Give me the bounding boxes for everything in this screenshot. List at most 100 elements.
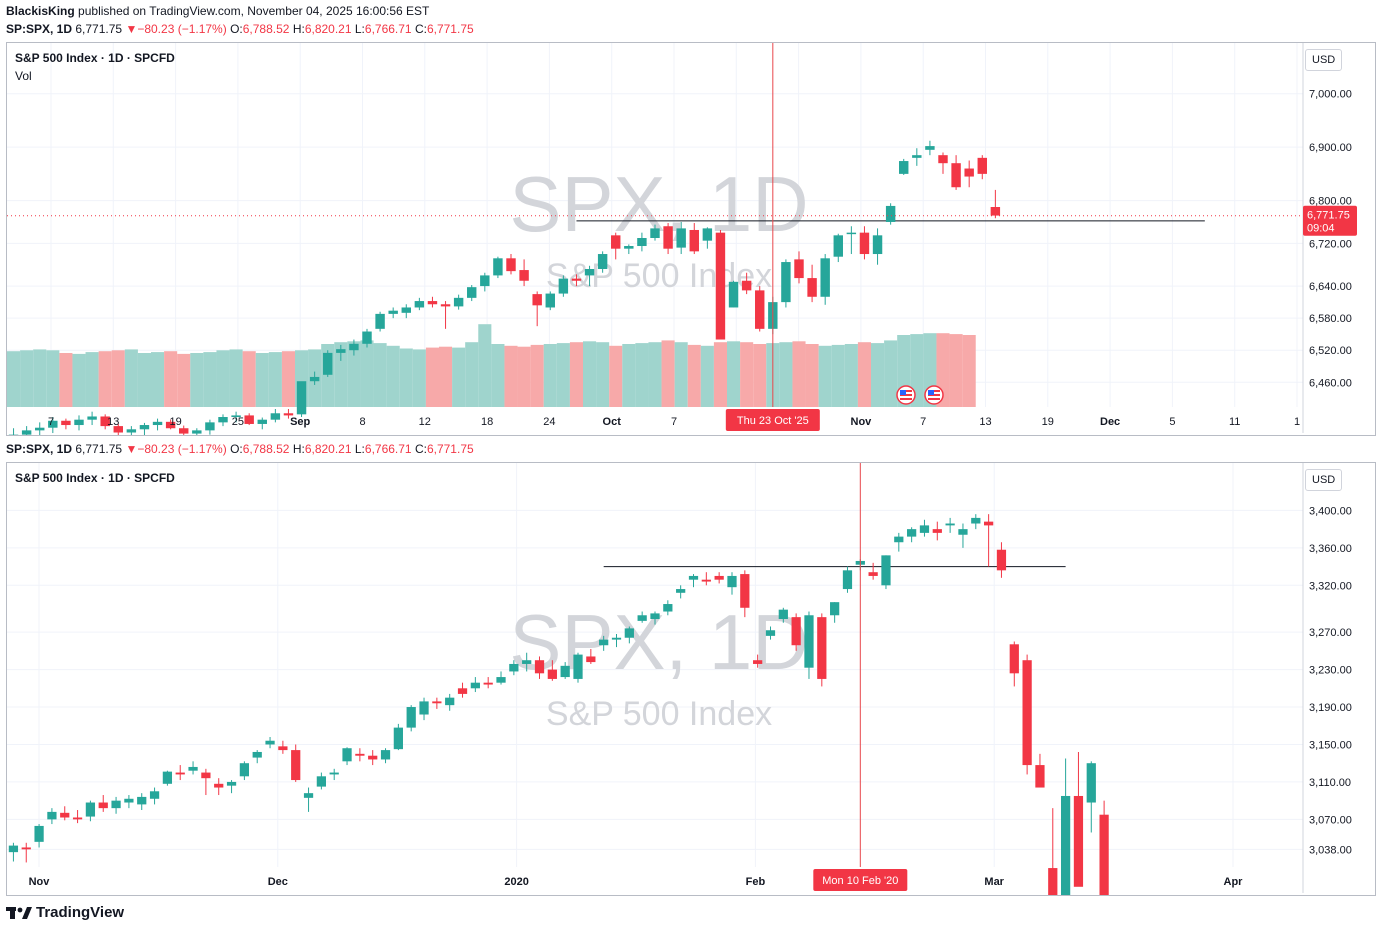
change-value: −80.23 (−1.17%)	[137, 442, 227, 456]
volume-bar	[386, 345, 400, 407]
low-label: L:	[354, 22, 365, 36]
candle-body	[676, 589, 686, 593]
candle-body	[87, 416, 97, 420]
candle-body	[427, 301, 438, 305]
candle-body	[741, 280, 752, 291]
volume-bar	[399, 348, 413, 407]
currency-badge-bottom[interactable]: USD	[1305, 469, 1343, 491]
candle-body	[214, 783, 224, 788]
time-tick-label: 11	[1229, 416, 1240, 428]
volume-bar	[844, 344, 858, 407]
candle-body	[791, 617, 801, 646]
chart-canvas-top[interactable]: SPX, 1DS&P 500 Index7,000.006,900.006,80…	[7, 43, 1375, 435]
volume-bar	[713, 342, 727, 407]
close-value: 6,771.75	[426, 442, 474, 456]
price-tick-label: 3,400.00	[1309, 505, 1352, 517]
candle-body	[483, 682, 493, 685]
candle-body	[48, 420, 58, 428]
volume-indicator-label[interactable]: Vol	[15, 69, 32, 83]
volume-bar	[347, 341, 361, 407]
price-tick-label: 6,460.00	[1309, 377, 1352, 389]
candle-body	[342, 748, 352, 762]
volume-bar	[556, 343, 570, 407]
time-tick-label: Nov	[851, 416, 873, 428]
price-tick-label: 6,580.00	[1309, 313, 1352, 325]
crosshair-date-badge	[725, 409, 820, 431]
price-tick-label: 7,000.00	[1309, 89, 1352, 101]
volume-bar	[648, 342, 662, 407]
candle-body	[457, 688, 468, 694]
candle-body	[637, 238, 647, 247]
volume-bar	[622, 344, 636, 407]
candle-body	[650, 228, 660, 238]
volume-bar	[884, 340, 898, 407]
chart-panel-bottom[interactable]: SPX, 1D S&P 500 Index 3,400.00 3,360.00 3,32…	[6, 462, 1376, 896]
last-price: 6,771.75	[75, 22, 123, 36]
candle-body	[925, 146, 935, 150]
us-flag-icon	[896, 385, 916, 405]
candle-body	[804, 615, 814, 668]
price-tick-label: 3,038.00	[1309, 844, 1352, 856]
candle-body	[958, 529, 968, 535]
volume-bar	[465, 342, 479, 407]
candle-body	[842, 570, 853, 590]
candle-body	[984, 521, 994, 526]
candle-body	[1009, 644, 1019, 674]
candle-body	[205, 422, 215, 431]
candle-body	[584, 268, 595, 276]
volume-bar	[439, 346, 453, 407]
volume-bar	[753, 344, 767, 407]
candle-body	[945, 523, 955, 526]
time-tick-label: 19	[1042, 416, 1054, 428]
volume-bar	[281, 351, 295, 407]
candle-body	[368, 755, 378, 760]
candle-body	[414, 301, 425, 308]
candle-body	[558, 278, 569, 294]
chart-panel-top[interactable]: SPX, 1D S&P 500 Index 7,000.00 6,900.00 6,80…	[6, 42, 1376, 436]
tradingview-logo[interactable]: TradingView	[6, 904, 124, 921]
author-name[interactable]: BlackisKing	[6, 4, 75, 18]
change-value: −80.23 (−1.17%)	[137, 22, 227, 36]
candle-body	[349, 343, 359, 351]
price-tick-label: 6,640.00	[1309, 281, 1352, 293]
volume-bar	[661, 340, 675, 407]
chart-canvas-bottom[interactable]: SPX, 1D S&P 500 Index 3,400.00 3,360.00 3,32…	[7, 463, 1375, 895]
volume-bar	[46, 350, 60, 407]
tradingview-logo-icon	[6, 906, 32, 919]
open-label: O:	[230, 442, 243, 456]
volume-bar	[687, 344, 701, 407]
candle-body	[846, 232, 857, 235]
volume-bar	[177, 353, 191, 407]
candle-body	[715, 232, 726, 340]
currency-badge-top[interactable]: USD	[1305, 49, 1343, 71]
time-tick-label: Dec	[1100, 416, 1120, 428]
publish-info: published on TradingView.com, November 0…	[78, 4, 430, 18]
candle-body	[440, 304, 451, 307]
candle-body	[1048, 868, 1058, 895]
symbol-label: SP:SPX, 1D	[6, 442, 73, 456]
volume-bar	[72, 353, 86, 407]
volume-bar	[530, 344, 544, 407]
time-tick-label: Feb	[746, 876, 766, 888]
symbol-label: SP:SPX, 1D	[6, 22, 73, 36]
candle-body	[1060, 795, 1071, 895]
candle-body	[532, 294, 542, 306]
us-flag-icon-stripe	[900, 398, 912, 400]
candle-body	[830, 602, 840, 616]
candle-body	[1022, 660, 1032, 766]
volume-bar	[360, 340, 374, 407]
volume-bar	[111, 350, 125, 407]
candle-body	[362, 331, 372, 344]
candle-body	[496, 677, 506, 683]
candle-body	[278, 746, 288, 751]
time-tick-label: 25	[232, 416, 244, 428]
candle-body	[432, 701, 442, 704]
candle-body	[820, 258, 830, 297]
candle-body	[611, 637, 622, 640]
candle-body	[881, 555, 891, 586]
candle-body	[586, 656, 596, 663]
candle-body	[323, 352, 333, 375]
candle-body	[152, 421, 163, 426]
volume-bar	[229, 349, 243, 407]
volume-bar	[124, 349, 138, 407]
